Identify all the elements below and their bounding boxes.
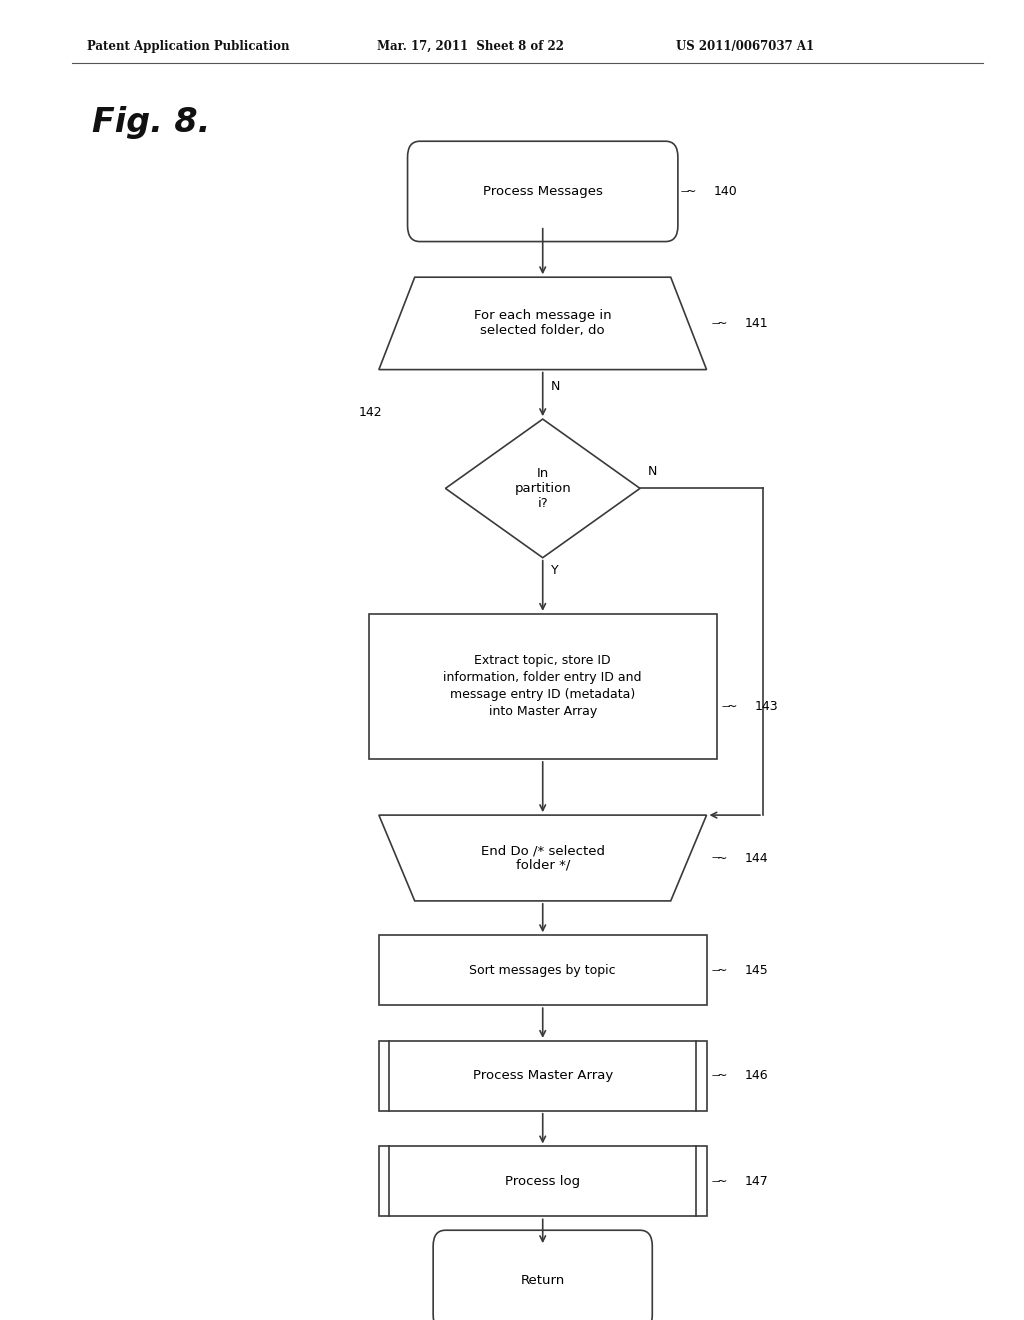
Bar: [379, 1040, 707, 1111]
Text: Mar. 17, 2011  Sheet 8 of 22: Mar. 17, 2011 Sheet 8 of 22: [377, 40, 564, 53]
Text: 142: 142: [358, 407, 382, 418]
Text: US 2011/0067037 A1: US 2011/0067037 A1: [676, 40, 814, 53]
Text: ~: ~: [717, 964, 727, 977]
Text: Process Master Array: Process Master Array: [473, 1069, 612, 1082]
Text: —: —: [712, 854, 720, 862]
Text: Patent Application Publication: Patent Application Publication: [87, 40, 290, 53]
Text: In
partition
i?: In partition i?: [514, 467, 571, 510]
Text: N: N: [648, 465, 657, 478]
Text: ~: ~: [717, 851, 727, 865]
Text: —: —: [712, 966, 720, 974]
Text: N: N: [551, 380, 560, 393]
Text: 140: 140: [714, 185, 737, 198]
Text: —: —: [712, 1177, 720, 1185]
Text: ~: ~: [717, 1175, 727, 1188]
FancyBboxPatch shape: [433, 1230, 652, 1320]
Polygon shape: [379, 277, 707, 370]
Text: ~: ~: [727, 700, 737, 713]
Text: —: —: [681, 187, 689, 195]
Text: Extract topic, store ID
information, folder entry ID and
message entry ID (metad: Extract topic, store ID information, fol…: [443, 655, 642, 718]
Bar: [379, 935, 707, 1006]
Text: Process log: Process log: [505, 1175, 581, 1188]
Text: —: —: [712, 319, 720, 327]
Bar: [379, 1146, 707, 1217]
Bar: [369, 614, 717, 759]
Text: —: —: [712, 1072, 720, 1080]
Text: —: —: [722, 702, 730, 710]
Polygon shape: [445, 420, 640, 557]
Text: 145: 145: [744, 964, 768, 977]
Text: Return: Return: [520, 1274, 565, 1287]
Text: Y: Y: [551, 565, 558, 577]
Text: Process Messages: Process Messages: [482, 185, 603, 198]
Text: 147: 147: [744, 1175, 768, 1188]
Text: ~: ~: [717, 1069, 727, 1082]
Text: 143: 143: [755, 700, 778, 713]
FancyBboxPatch shape: [408, 141, 678, 242]
Text: Fig. 8.: Fig. 8.: [92, 106, 210, 139]
Text: ~: ~: [686, 185, 696, 198]
Text: For each message in
selected folder, do: For each message in selected folder, do: [474, 309, 611, 338]
Polygon shape: [379, 816, 707, 900]
Text: 141: 141: [744, 317, 768, 330]
Text: ~: ~: [717, 317, 727, 330]
Text: End Do /* selected
folder */: End Do /* selected folder */: [480, 843, 605, 873]
Text: Sort messages by topic: Sort messages by topic: [469, 964, 616, 977]
Text: 144: 144: [744, 851, 768, 865]
Text: 146: 146: [744, 1069, 768, 1082]
